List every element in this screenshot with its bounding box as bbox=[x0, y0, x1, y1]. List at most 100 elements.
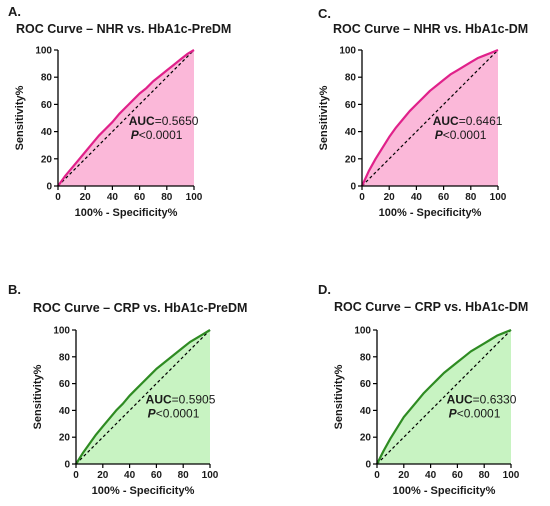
x-tick-label: 20 bbox=[97, 470, 109, 481]
p-value-annotation: P<0.0001 bbox=[435, 128, 487, 142]
auc-value: =0.6330 bbox=[473, 393, 517, 407]
x-tick-label: 80 bbox=[465, 192, 477, 203]
y-tick-label: 40 bbox=[360, 406, 372, 417]
p-value: <0.0001 bbox=[443, 128, 487, 142]
y-tick-label: 80 bbox=[59, 352, 71, 363]
y-tick-label: 20 bbox=[360, 433, 372, 444]
x-tick-label: 0 bbox=[374, 470, 380, 481]
x-tick-label: 100 bbox=[503, 470, 520, 481]
y-tick-label: 40 bbox=[41, 127, 53, 138]
x-tick-label: 60 bbox=[134, 192, 146, 203]
roc-panel-2: C.ROC Curve – NHR vs. HbA1c-DM 00 20 20 40 40… bbox=[318, 6, 528, 219]
y-tick-label: 80 bbox=[41, 73, 53, 84]
x-tick-label: 100 bbox=[490, 192, 507, 203]
y-tick-label: 100 bbox=[53, 326, 70, 337]
x-tick-label: 0 bbox=[73, 470, 79, 481]
y-tick-label: 60 bbox=[360, 379, 372, 390]
reference-diagonal-line bbox=[75, 329, 211, 465]
x-tick-label: 60 bbox=[438, 192, 450, 203]
reference-diagonal-line bbox=[376, 329, 512, 465]
y-tick-label: 80 bbox=[360, 352, 372, 363]
panel-label: C. bbox=[318, 6, 331, 21]
y-tick-label: 40 bbox=[59, 406, 71, 417]
reference-diagonal-line bbox=[57, 49, 195, 187]
x-tick-label: 40 bbox=[107, 192, 119, 203]
roc-panel-3: B. ROC Curve – CRP vs. HbA1c-PreDM 00 20 20 4… bbox=[8, 282, 247, 497]
y-tick-label: 100 bbox=[339, 46, 356, 57]
p-value: <0.0001 bbox=[457, 407, 501, 421]
p-value: <0.0001 bbox=[139, 128, 183, 142]
auc-value: =0.5905 bbox=[172, 393, 216, 407]
x-tick-label: 0 bbox=[55, 192, 61, 203]
p-value-annotation: P<0.0001 bbox=[449, 407, 501, 421]
y-tick-label: 60 bbox=[59, 379, 71, 390]
auc-label: AUC bbox=[129, 114, 155, 128]
p-label: P bbox=[148, 407, 157, 421]
y-tick-label: 0 bbox=[365, 460, 371, 471]
y-tick-label: 0 bbox=[46, 182, 52, 193]
x-axis-label: 100% - Specificity% bbox=[92, 485, 195, 497]
panel-title: ROC Curve – NHR vs. HbA1c-PreDM bbox=[16, 22, 231, 36]
auc-value: =0.5650 bbox=[155, 114, 199, 128]
p-value-annotation: P<0.0001 bbox=[148, 407, 200, 421]
y-tick-label: 100 bbox=[35, 46, 52, 57]
auc-annotation: AUC=0.5650 bbox=[129, 114, 199, 128]
y-tick-label: 60 bbox=[345, 100, 357, 111]
y-axis-label: Sensitivity% bbox=[318, 85, 330, 150]
x-tick-label: 60 bbox=[151, 470, 163, 481]
y-tick-label: 40 bbox=[345, 127, 357, 138]
x-tick-label: 40 bbox=[411, 192, 423, 203]
auc-label: AUC bbox=[433, 114, 459, 128]
y-tick-label: 0 bbox=[64, 460, 70, 471]
x-tick-label: 20 bbox=[384, 192, 396, 203]
auc-annotation: AUC=0.5905 bbox=[146, 393, 216, 407]
auc-annotation: AUC=0.6330 bbox=[447, 393, 517, 407]
p-value: <0.0001 bbox=[156, 407, 200, 421]
roc-curve-line bbox=[376, 328, 512, 465]
x-tick-label: 100 bbox=[202, 470, 219, 481]
p-label: P bbox=[435, 128, 444, 142]
y-tick-label: 20 bbox=[345, 154, 357, 165]
panel-title: ROC Curve – NHR vs. HbA1c-DM bbox=[333, 22, 528, 36]
x-tick-label: 20 bbox=[80, 192, 92, 203]
x-axis-label: 100% - Specificity% bbox=[379, 207, 482, 219]
auc-label: AUC bbox=[146, 393, 172, 407]
y-tick-label: 0 bbox=[350, 182, 356, 193]
panel-title: ROC Curve – CRP vs. HbA1c-DM bbox=[334, 300, 528, 314]
roc-curve-line bbox=[57, 49, 195, 187]
x-tick-label: 100 bbox=[186, 192, 203, 203]
panel-title: ROC Curve – CRP vs. HbA1c-PreDM bbox=[33, 301, 247, 315]
auc-annotation: AUC=0.6461 bbox=[433, 114, 503, 128]
x-axis-label: 100% - Specificity% bbox=[393, 485, 496, 497]
x-tick-label: 80 bbox=[178, 470, 190, 481]
reference-diagonal-line bbox=[361, 49, 499, 187]
auc-label: AUC bbox=[447, 393, 473, 407]
roc-panel-4: D.ROC Curve – CRP vs. HbA1c-DM 00 20 20 40 40… bbox=[318, 282, 528, 497]
panel-label: A. bbox=[8, 4, 21, 19]
p-value-annotation: P<0.0001 bbox=[131, 128, 183, 142]
x-tick-label: 80 bbox=[161, 192, 173, 203]
x-tick-label: 40 bbox=[124, 470, 136, 481]
p-label: P bbox=[131, 128, 140, 142]
x-tick-label: 0 bbox=[359, 192, 365, 203]
y-axis-label: Sensitivity% bbox=[32, 364, 44, 429]
x-tick-label: 60 bbox=[452, 470, 464, 481]
y-tick-label: 80 bbox=[345, 73, 357, 84]
x-tick-label: 20 bbox=[398, 470, 410, 481]
x-tick-label: 40 bbox=[425, 470, 437, 481]
roc-curve-line bbox=[75, 329, 211, 465]
y-axis-label: Sensitivity% bbox=[333, 364, 345, 429]
x-tick-label: 80 bbox=[479, 470, 491, 481]
x-axis-label: 100% - Specificity% bbox=[75, 207, 178, 219]
p-label: P bbox=[449, 407, 458, 421]
y-tick-label: 60 bbox=[41, 100, 53, 111]
panel-label: B. bbox=[8, 282, 21, 297]
y-tick-label: 20 bbox=[59, 433, 71, 444]
y-tick-label: 20 bbox=[41, 154, 53, 165]
y-tick-label: 100 bbox=[354, 326, 371, 337]
auc-value: =0.6461 bbox=[459, 114, 503, 128]
panel-label: D. bbox=[318, 282, 331, 297]
roc-curve-line bbox=[360, 48, 499, 187]
y-axis-label: Sensitivity% bbox=[14, 85, 26, 150]
